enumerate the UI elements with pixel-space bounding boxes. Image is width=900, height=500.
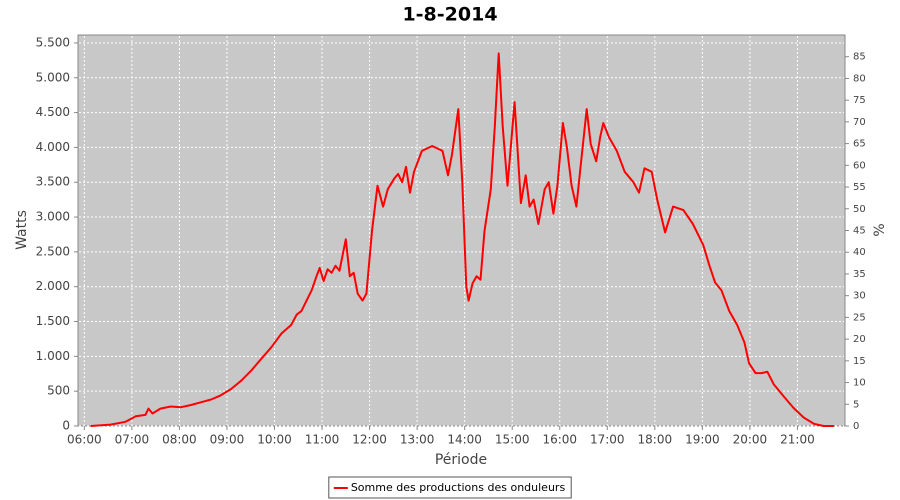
x-tick-label: 08:00 <box>162 433 197 447</box>
y2-tick-label: 55 <box>853 182 866 193</box>
y-axis-title: Watts <box>14 210 30 250</box>
y-tick-label: 3.500 <box>36 175 70 189</box>
y2-tick-label: 45 <box>853 226 866 237</box>
y2-tick-label: 20 <box>853 334 866 345</box>
x-tick-label: 19:00 <box>685 433 720 447</box>
legend-label: Somme des productions des onduleurs <box>351 481 566 494</box>
y2-tick-label: 75 <box>853 95 866 106</box>
y2-axis-title: % <box>872 223 888 236</box>
x-tick-label: 12:00 <box>352 433 387 447</box>
y-tick-label: 0 <box>62 419 70 433</box>
x-axis-title: Période <box>435 452 487 468</box>
x-tick-label: 07:00 <box>115 433 150 447</box>
y-tick-label: 5.500 <box>36 35 70 49</box>
y-tick-label: 1.500 <box>36 314 70 328</box>
y2-tick-label: 85 <box>853 52 866 63</box>
x-tick-label: 17:00 <box>590 433 625 447</box>
x-tick-label: 18:00 <box>638 433 673 447</box>
y-tick-label: 2.500 <box>36 244 70 258</box>
x-tick-label: 09:00 <box>210 433 245 447</box>
x-tick-label: 14:00 <box>447 433 482 447</box>
y2-tick-label: 30 <box>853 291 866 302</box>
y-tick-label: 1.000 <box>36 349 70 363</box>
y2-tick-label: 65 <box>853 139 866 150</box>
y2-tick-label: 5 <box>853 399 859 410</box>
y2-tick-label: 50 <box>853 204 866 215</box>
plot-area <box>77 34 846 427</box>
y2-tick-label: 60 <box>853 160 866 171</box>
x-tick-label: 11:00 <box>305 433 340 447</box>
legend: Somme des productions des onduleurs <box>328 476 572 499</box>
x-tick-label: 15:00 <box>495 433 530 447</box>
y2-tick-label: 35 <box>853 269 866 280</box>
series-line <box>90 52 834 427</box>
x-tick-label: 13:00 <box>400 433 435 447</box>
chart-title: 1-8-2014 <box>402 4 497 26</box>
y2-tick-label: 15 <box>853 356 866 367</box>
y-tick-label: 4.000 <box>36 140 70 154</box>
x-tick-label: 16:00 <box>542 433 577 447</box>
y-tick-label: 5.000 <box>36 70 70 84</box>
x-tick-label: 10:00 <box>257 433 292 447</box>
y2-tick-label: 0 <box>853 421 859 432</box>
y2-tick-label: 25 <box>853 312 866 323</box>
y2-tick-label: 10 <box>853 378 866 389</box>
legend-box <box>328 476 572 499</box>
y2-tick-label: 70 <box>853 117 866 128</box>
y2-tick-label: 40 <box>853 247 866 258</box>
y-tick-label: 4.500 <box>36 105 70 119</box>
y-tick-label: 3.000 <box>36 210 70 224</box>
x-tick-label: 20:00 <box>733 433 768 447</box>
y-tick-label: 500 <box>47 384 70 398</box>
x-tick-label: 21:00 <box>780 433 815 447</box>
x-tick-label: 06:00 <box>67 433 102 447</box>
y-tick-label: 2.000 <box>36 279 70 293</box>
y2-tick-label: 80 <box>853 73 866 84</box>
